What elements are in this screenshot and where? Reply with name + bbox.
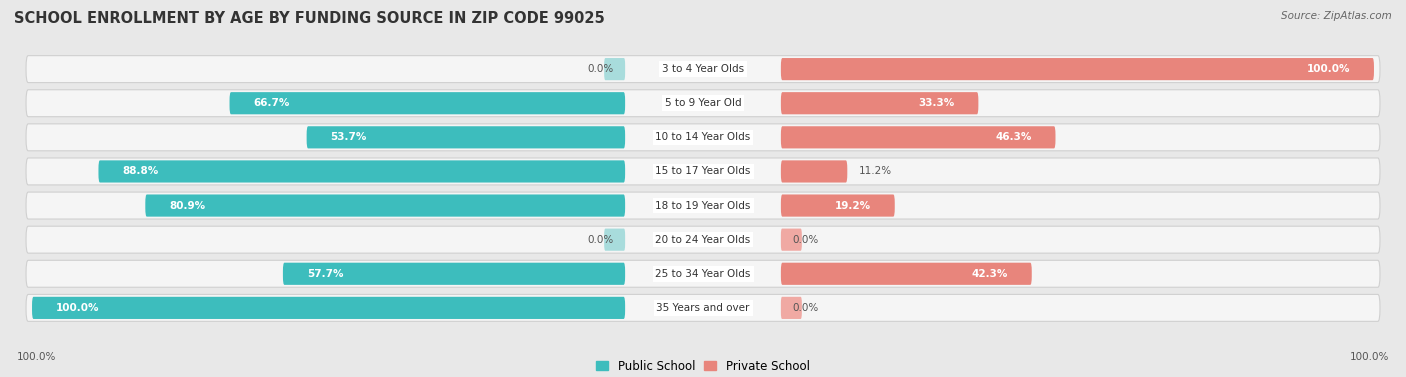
FancyBboxPatch shape [27, 124, 1379, 151]
Text: 100.0%: 100.0% [56, 303, 100, 313]
Text: 57.7%: 57.7% [307, 269, 343, 279]
FancyBboxPatch shape [27, 226, 1379, 253]
Text: 19.2%: 19.2% [835, 201, 870, 211]
Text: 0.0%: 0.0% [793, 234, 820, 245]
FancyBboxPatch shape [32, 297, 626, 319]
Text: 3 to 4 Year Olds: 3 to 4 Year Olds [662, 64, 744, 74]
Text: 0.0%: 0.0% [793, 303, 820, 313]
FancyBboxPatch shape [27, 294, 1379, 321]
FancyBboxPatch shape [780, 58, 1374, 80]
FancyBboxPatch shape [605, 228, 626, 251]
FancyBboxPatch shape [780, 160, 848, 182]
Text: 66.7%: 66.7% [253, 98, 290, 108]
Legend: Public School, Private School: Public School, Private School [592, 355, 814, 377]
FancyBboxPatch shape [229, 92, 626, 114]
Text: 100.0%: 100.0% [17, 352, 56, 362]
FancyBboxPatch shape [780, 92, 979, 114]
FancyBboxPatch shape [27, 158, 1379, 185]
Text: 11.2%: 11.2% [859, 166, 893, 176]
FancyBboxPatch shape [27, 56, 1379, 83]
FancyBboxPatch shape [27, 192, 1379, 219]
FancyBboxPatch shape [27, 90, 1379, 117]
Text: 18 to 19 Year Olds: 18 to 19 Year Olds [655, 201, 751, 211]
FancyBboxPatch shape [307, 126, 626, 149]
Text: 25 to 34 Year Olds: 25 to 34 Year Olds [655, 269, 751, 279]
FancyBboxPatch shape [780, 195, 894, 217]
Text: 0.0%: 0.0% [586, 64, 613, 74]
FancyBboxPatch shape [98, 160, 626, 182]
Text: 5 to 9 Year Old: 5 to 9 Year Old [665, 98, 741, 108]
Text: 46.3%: 46.3% [995, 132, 1032, 143]
FancyBboxPatch shape [780, 126, 1056, 149]
Text: 53.7%: 53.7% [330, 132, 367, 143]
FancyBboxPatch shape [145, 195, 626, 217]
FancyBboxPatch shape [283, 263, 626, 285]
Text: Source: ZipAtlas.com: Source: ZipAtlas.com [1281, 11, 1392, 21]
Text: SCHOOL ENROLLMENT BY AGE BY FUNDING SOURCE IN ZIP CODE 99025: SCHOOL ENROLLMENT BY AGE BY FUNDING SOUR… [14, 11, 605, 26]
Text: 42.3%: 42.3% [972, 269, 1008, 279]
FancyBboxPatch shape [27, 260, 1379, 287]
FancyBboxPatch shape [780, 228, 801, 251]
Text: 100.0%: 100.0% [1306, 64, 1350, 74]
FancyBboxPatch shape [605, 58, 626, 80]
Text: 80.9%: 80.9% [169, 201, 205, 211]
FancyBboxPatch shape [780, 297, 801, 319]
Text: 35 Years and over: 35 Years and over [657, 303, 749, 313]
Text: 0.0%: 0.0% [586, 234, 613, 245]
Text: 100.0%: 100.0% [1350, 352, 1389, 362]
Text: 15 to 17 Year Olds: 15 to 17 Year Olds [655, 166, 751, 176]
Text: 10 to 14 Year Olds: 10 to 14 Year Olds [655, 132, 751, 143]
Text: 33.3%: 33.3% [918, 98, 955, 108]
Text: 88.8%: 88.8% [122, 166, 159, 176]
Text: 20 to 24 Year Olds: 20 to 24 Year Olds [655, 234, 751, 245]
FancyBboxPatch shape [780, 263, 1032, 285]
